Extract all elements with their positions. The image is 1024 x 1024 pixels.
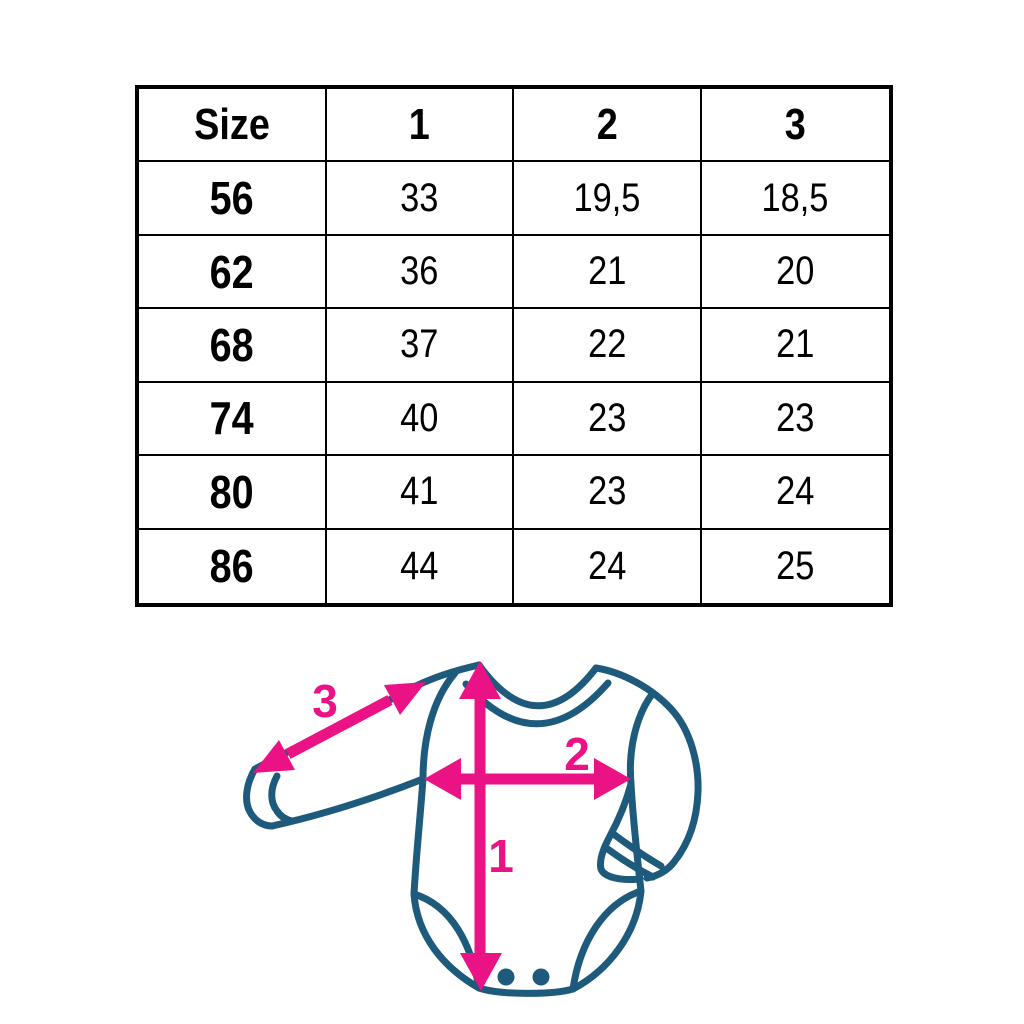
value-cell: 44: [327, 529, 514, 603]
measure-arrow-length: [459, 661, 502, 991]
value-cell: 23: [701, 383, 889, 457]
header-cell-1: 1: [326, 89, 514, 163]
size-cell: 80: [139, 456, 327, 530]
right-cuff-line-2: [601, 843, 657, 881]
value-cell: 18,5: [701, 162, 889, 236]
measure-arrow-width: [424, 758, 631, 800]
value-cell: 21: [514, 235, 702, 310]
right-torso-edge: [627, 780, 645, 895]
value-cell: 20: [701, 236, 889, 310]
value-cell: 19,5: [514, 162, 702, 236]
value-cell: 24: [514, 529, 702, 603]
value-cell: 24: [701, 456, 889, 530]
snap-button-left: [497, 968, 515, 986]
collar-outer-curve: [475, 661, 600, 710]
measure-label-3: 3: [312, 675, 338, 727]
header-cell-3: 3: [701, 89, 889, 163]
size-cell: 56: [139, 162, 327, 236]
right-leg-opening-curve: [569, 887, 645, 993]
value-cell: 40: [326, 382, 514, 457]
right-sleeve-inner-edge: [597, 780, 644, 883]
size-cell: 86: [139, 529, 327, 603]
size-chart-table: Size 1 2 3 56 33 19,5 18,5 62 36 21 20 6…: [135, 85, 893, 607]
header-cell-2: 2: [514, 89, 702, 163]
right-hip-edge: [569, 887, 645, 993]
arrow-head-down-icon: [460, 953, 502, 991]
value-cell: 41: [326, 456, 514, 530]
header-cell-size: Size: [139, 89, 327, 163]
value-cell: 21: [701, 309, 889, 383]
left-cuff-inner-line: [268, 772, 296, 825]
value-cell: 22: [514, 309, 702, 383]
snap-button-right: [532, 968, 550, 986]
left-hip-edge: [410, 890, 483, 992]
value-cell: 25: [776, 543, 815, 588]
crotch-bottom-edge: [475, 984, 577, 997]
left-leg-opening-curve: [410, 890, 483, 992]
value-cell: 23: [514, 382, 702, 457]
arrow-head-lower-icon: [253, 740, 295, 773]
arrow-head-upper-icon: [384, 682, 426, 715]
right-sleeve-outer-edge: [592, 664, 702, 882]
arrow-head-up-icon: [459, 661, 501, 699]
value-cell: 36: [326, 235, 514, 310]
measure-arrow-sleeve: [253, 682, 426, 773]
left-sleeve-bottom-edge: [268, 775, 427, 830]
size-cell: 74: [139, 382, 327, 457]
right-armhole-seam: [626, 689, 657, 788]
size-cell: 62: [139, 235, 327, 310]
size-cell: 68: [139, 309, 327, 383]
value-cell: 37: [326, 309, 514, 383]
value-cell: 33: [326, 162, 514, 236]
left-cuff-outer: [243, 765, 276, 830]
value-cell: 23: [514, 456, 702, 530]
measure-label-1: 1: [488, 830, 514, 882]
arrow-head-left-icon: [424, 758, 461, 800]
right-cuff-line-1: [608, 829, 665, 870]
measure-label-2: 2: [564, 728, 590, 780]
arrow-head-right-icon: [594, 758, 631, 800]
